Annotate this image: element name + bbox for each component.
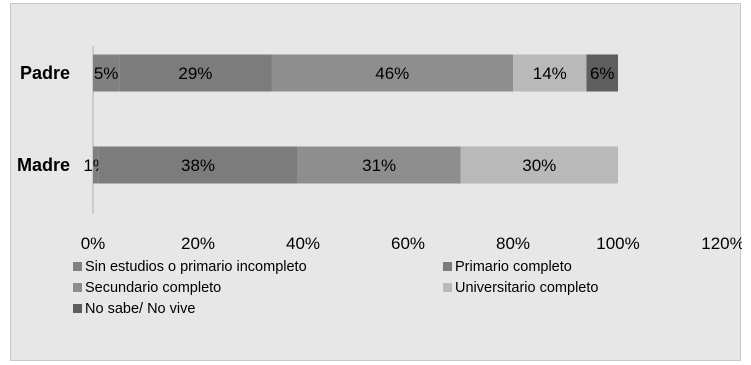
x-tick-label: 100% — [596, 234, 639, 253]
legend-label-5: No sabe/ No vive — [85, 301, 195, 317]
bar-padre-series-5 — [586, 54, 618, 92]
stacked-bar-chart: Padre 5% 29% 46% 14% 6%Madre 1% 38% 31% 30%0% 20% 4… — [17, 46, 742, 317]
data-label-padre-series-2: 29% — [178, 64, 212, 83]
x-tick-label: 40% — [286, 234, 320, 253]
data-label-padre-series-1: 5% — [94, 64, 119, 83]
category-label-padre: Padre — [20, 63, 70, 83]
bar-padre-series-3 — [271, 54, 513, 92]
legend-label-4: Universitario completo — [455, 280, 598, 296]
data-label-madre-series-4: 30% — [522, 156, 556, 175]
data-label-padre-series-3: 46% — [375, 64, 409, 83]
x-tick-label: 120% — [701, 234, 742, 253]
legend-label-1: Sin estudios o primario incompleto — [85, 259, 307, 275]
data-label-madre-series-3: 31% — [362, 156, 396, 175]
bar-padre-series-2 — [119, 54, 272, 92]
legend-swatch-2 — [443, 262, 452, 271]
legend-swatch-3 — [73, 283, 82, 292]
x-tick-label: 60% — [391, 234, 425, 253]
bar-padre-series-4 — [513, 54, 587, 92]
x-tick-label: 0% — [81, 234, 106, 253]
legend-label-2: Primario completo — [455, 259, 572, 275]
bar-madre-series-4 — [460, 146, 618, 184]
chart-area: Padre 5% 29% 46% 14% 6% Madre 1% 38% 31% 30% 0% 20% 4… — [10, 3, 742, 361]
x-tick-label: 20% — [181, 234, 215, 253]
bar-madre-series-1 — [93, 146, 99, 184]
legend-label-3: Secundario completo — [85, 280, 221, 296]
legend-swatch-4 — [443, 283, 452, 292]
data-label-madre-series-2: 38% — [181, 156, 215, 175]
data-label-padre-series-4: 14% — [533, 64, 567, 83]
bar-madre-series-3 — [297, 146, 461, 184]
legend-swatch-5 — [73, 304, 82, 313]
category-label-madre: Madre — [17, 155, 70, 175]
legend-swatch-1 — [73, 262, 82, 271]
data-label-padre-series-5: 6% — [590, 64, 615, 83]
bar-padre-series-1 — [93, 54, 120, 92]
x-tick-label: 80% — [496, 234, 530, 253]
bar-madre-series-2 — [98, 146, 298, 184]
